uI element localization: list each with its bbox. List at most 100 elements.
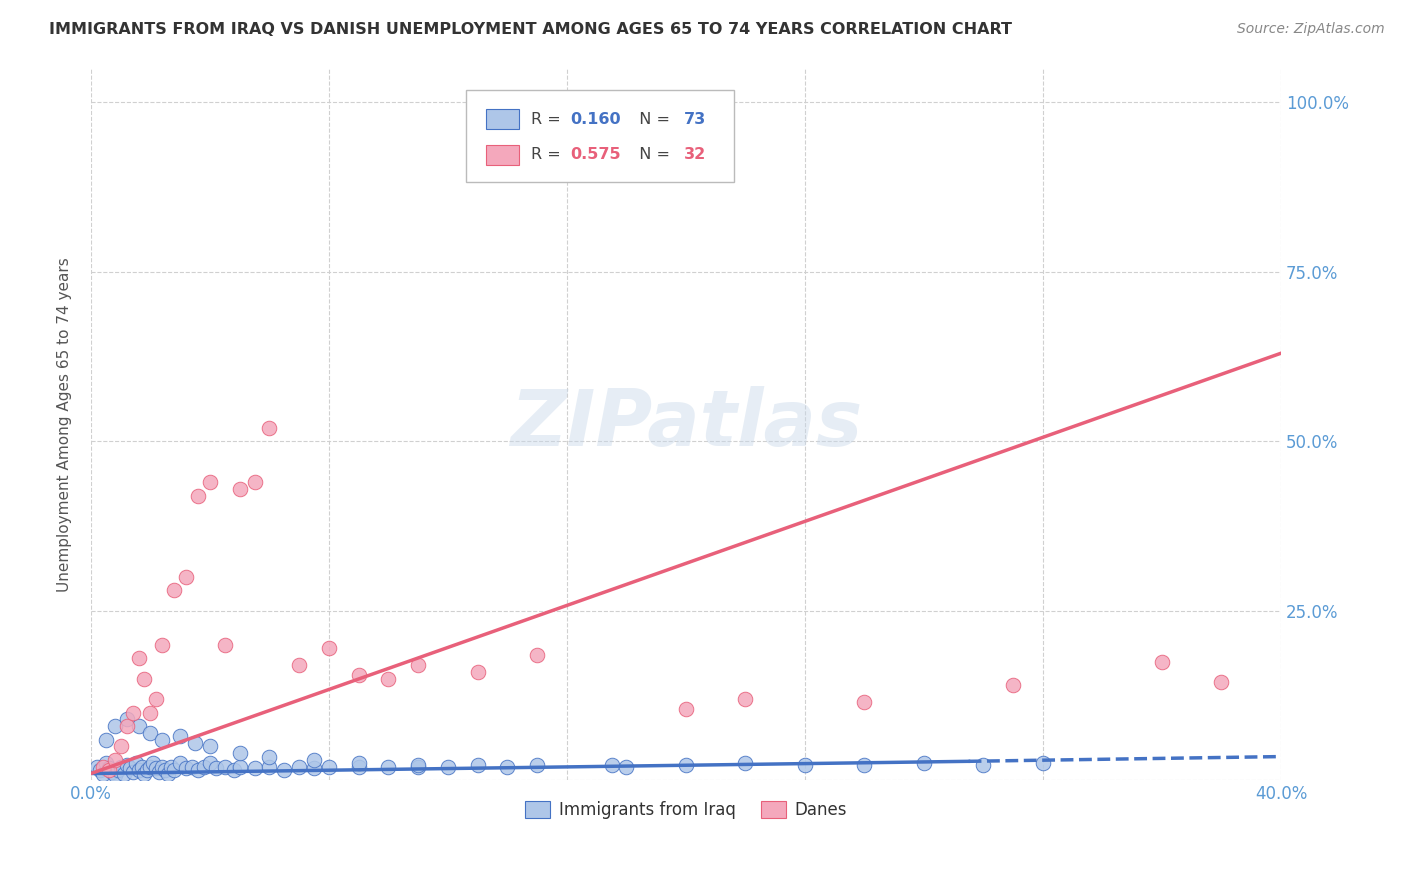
Legend: Immigrants from Iraq, Danes: Immigrants from Iraq, Danes (519, 794, 853, 825)
Point (377, 760, 399, 774)
Point (118, 761, 141, 775)
Point (377, 672, 399, 686)
Point (145, 761, 167, 775)
Point (467, 758, 489, 772)
Point (228, 482, 250, 496)
Point (302, 761, 325, 775)
Point (121, 765, 143, 780)
Point (734, 756, 756, 771)
Point (115, 758, 138, 772)
Point (139, 760, 162, 774)
FancyBboxPatch shape (465, 90, 734, 182)
Point (675, 758, 697, 772)
Point (86, 760, 108, 774)
Text: 32: 32 (683, 147, 706, 162)
Point (94, 756, 117, 771)
Point (347, 668, 370, 682)
Point (794, 758, 817, 772)
Point (243, 475, 266, 489)
Point (100, 765, 122, 780)
Point (163, 763, 186, 777)
Point (150, 760, 173, 774)
Point (214, 638, 236, 652)
Point (187, 763, 209, 777)
Point (97, 761, 120, 775)
Point (406, 658, 429, 673)
Point (139, 726, 162, 740)
Point (616, 760, 638, 774)
Point (198, 739, 221, 754)
Point (124, 756, 146, 771)
Point (347, 756, 370, 771)
Text: N =: N = (628, 112, 675, 127)
Text: N =: N = (628, 147, 675, 162)
Text: ZIPatlas: ZIPatlas (510, 386, 862, 462)
Point (273, 763, 295, 777)
Point (128, 651, 150, 665)
Point (150, 638, 173, 652)
Text: 73: 73 (683, 112, 706, 127)
Point (139, 706, 162, 720)
Text: 0.160: 0.160 (571, 112, 621, 127)
Point (142, 756, 165, 771)
Point (97, 763, 120, 777)
Point (174, 761, 197, 775)
Point (406, 760, 429, 774)
Point (1150, 655, 1173, 669)
Point (302, 753, 325, 767)
Point (526, 758, 548, 772)
Point (91, 760, 114, 774)
Point (193, 760, 215, 774)
Point (600, 758, 623, 772)
Point (222, 763, 245, 777)
FancyBboxPatch shape (486, 109, 519, 129)
Point (228, 746, 250, 760)
Point (128, 763, 150, 777)
Point (112, 766, 135, 780)
Point (181, 760, 204, 774)
Point (184, 736, 207, 750)
Point (174, 570, 197, 584)
Point (972, 758, 994, 772)
Point (406, 758, 429, 772)
Point (104, 753, 127, 767)
Point (288, 760, 311, 774)
Point (198, 475, 221, 489)
FancyBboxPatch shape (486, 145, 519, 165)
Point (160, 760, 183, 774)
Point (131, 760, 153, 774)
Text: Source: ZipAtlas.com: Source: ZipAtlas.com (1237, 22, 1385, 37)
Point (150, 732, 173, 747)
Point (347, 760, 370, 774)
Point (214, 760, 236, 774)
Point (1032, 756, 1054, 771)
Point (912, 756, 935, 771)
Point (228, 760, 250, 774)
Point (437, 760, 460, 774)
Point (259, 421, 281, 435)
Text: R =: R = (531, 147, 567, 162)
Point (110, 760, 132, 774)
Point (94, 732, 117, 747)
Text: IMMIGRANTS FROM IRAQ VS DANISH UNEMPLOYMENT AMONG AGES 65 TO 74 YEARS CORRELATIO: IMMIGRANTS FROM IRAQ VS DANISH UNEMPLOYM… (49, 22, 1012, 37)
Point (91, 766, 114, 780)
Point (104, 768, 127, 782)
Point (115, 719, 138, 733)
Point (853, 758, 876, 772)
Point (1211, 675, 1233, 690)
Point (121, 706, 143, 720)
Y-axis label: Unemployment Among Ages 65 to 74 years: Unemployment Among Ages 65 to 74 years (58, 257, 72, 591)
Point (107, 763, 129, 777)
Point (134, 766, 156, 780)
Point (115, 712, 138, 726)
Point (675, 702, 697, 716)
Point (734, 692, 756, 706)
Point (157, 766, 180, 780)
Point (134, 672, 156, 686)
Point (467, 665, 489, 679)
Point (187, 489, 209, 503)
Point (89, 763, 111, 777)
Point (145, 692, 167, 706)
Point (259, 749, 281, 764)
Point (128, 719, 150, 733)
